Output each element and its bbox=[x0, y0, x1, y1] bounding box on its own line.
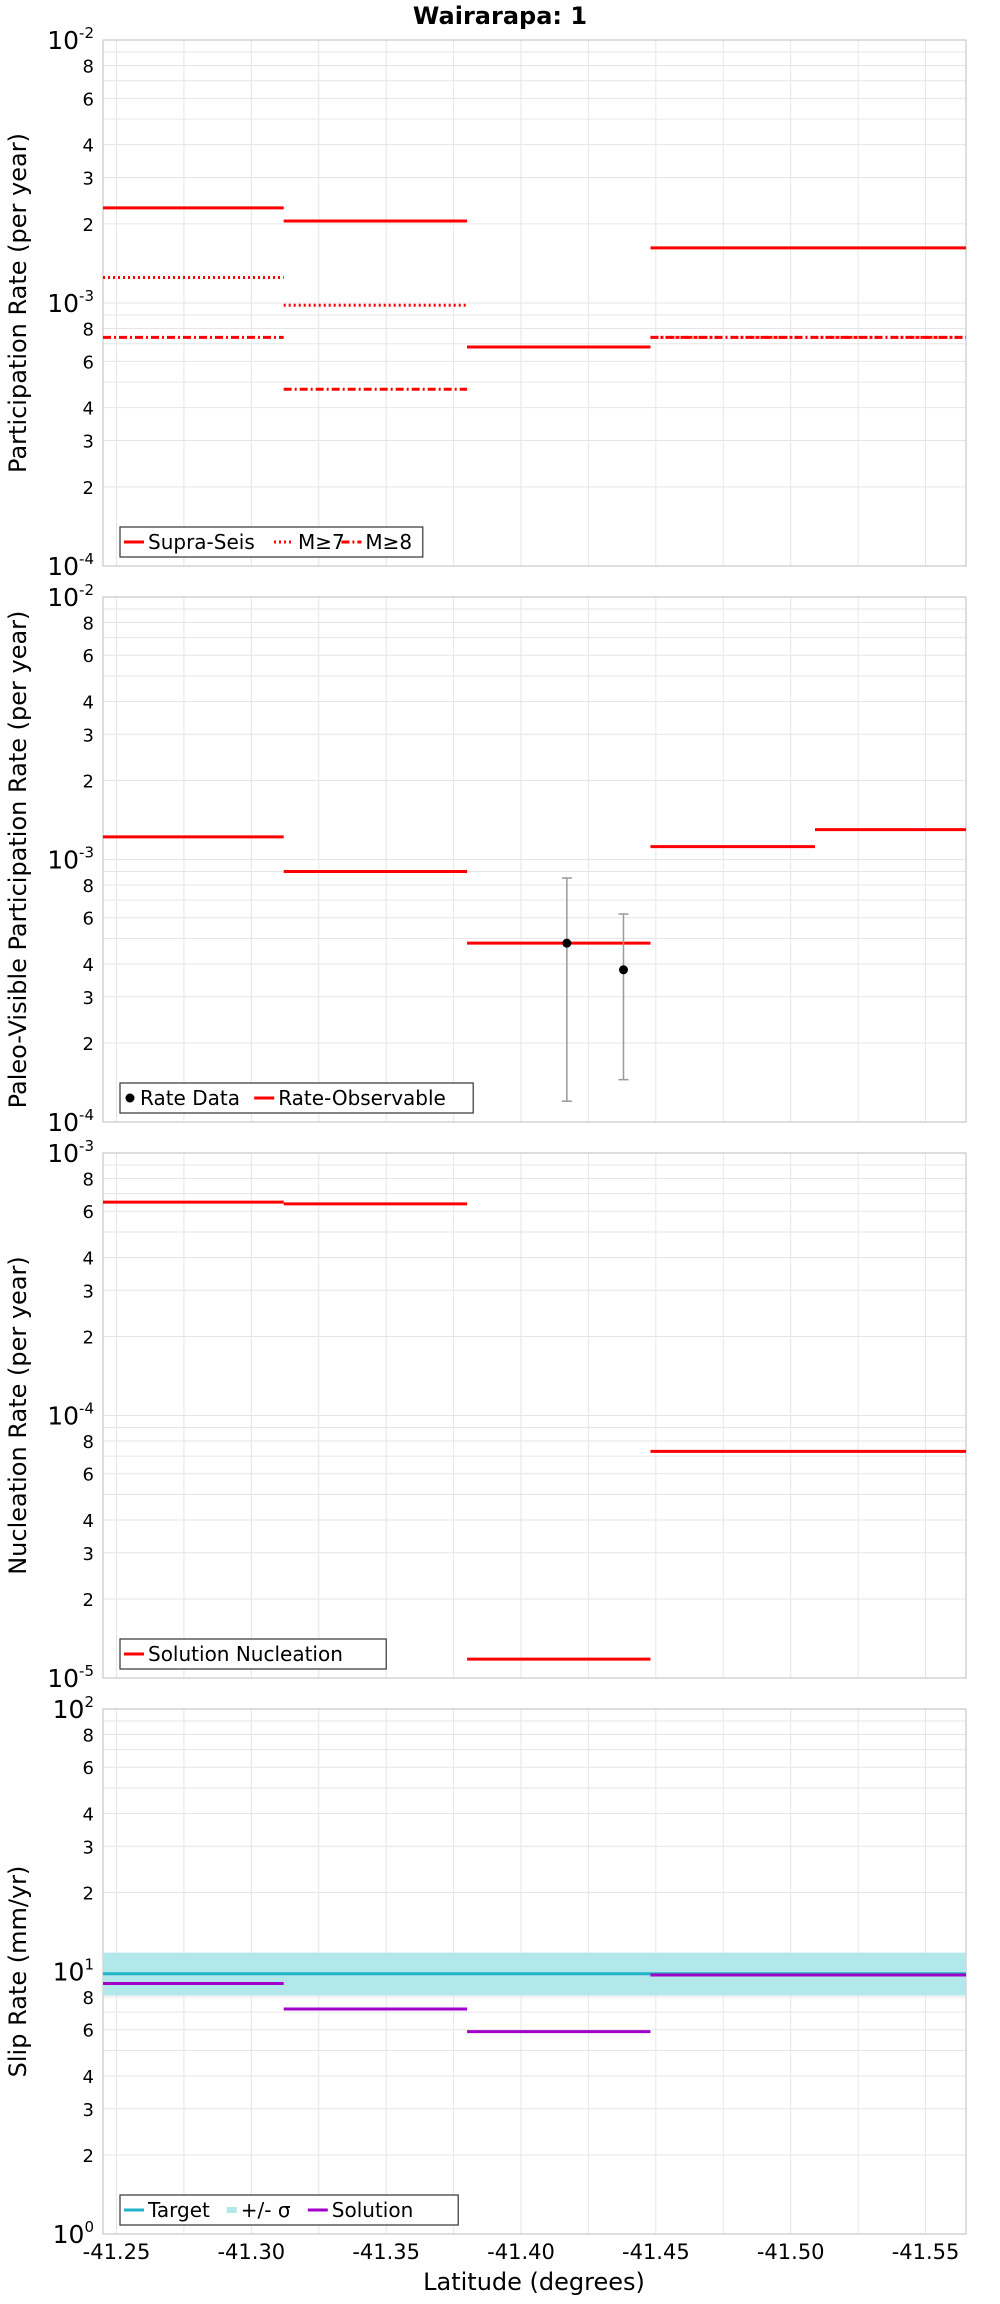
y-tick-label: 4 bbox=[83, 692, 94, 713]
y-tick-label: 2 bbox=[83, 1034, 94, 1055]
legend: Solution Nucleation bbox=[119, 1638, 387, 1670]
y-tick-label: 10-5 bbox=[47, 1662, 94, 1693]
chart-title: Wairarapa: 1 bbox=[413, 2, 587, 30]
y-tick-label: 4 bbox=[83, 399, 94, 420]
y-tick-label: 4 bbox=[83, 1804, 94, 1825]
x-tick-label: -41.30 bbox=[217, 2240, 285, 2264]
legend-label: Supra-Seis bbox=[148, 530, 255, 554]
plot-frame bbox=[102, 39, 967, 567]
legend-label: M≥7 bbox=[298, 530, 345, 554]
legend-box bbox=[119, 2194, 459, 2226]
legend: Supra-Seis M≥7 M≥8 bbox=[119, 526, 424, 558]
legend-label: Solution Nucleation bbox=[148, 1642, 343, 1666]
y-tick-label: 2 bbox=[83, 1327, 94, 1348]
legend-label: Solution bbox=[332, 2198, 413, 2222]
y-tick-label: 3 bbox=[83, 1281, 94, 1302]
y-tick-label: 2 bbox=[83, 1590, 94, 1611]
y-tick-label: 4 bbox=[83, 136, 94, 157]
y-tick-label: 4 bbox=[83, 1511, 94, 1532]
y-tick-label: 10-2 bbox=[47, 581, 94, 612]
y-tick-label: 6 bbox=[83, 2021, 94, 2042]
y-tick-label: 8 bbox=[83, 1988, 94, 2009]
x-tick-label: -41.35 bbox=[352, 2240, 420, 2264]
legend-label: Rate Data bbox=[140, 1086, 240, 1110]
y-tick-label: 6 bbox=[83, 352, 94, 373]
x-tick-label: -41.45 bbox=[622, 2240, 690, 2264]
y-tick-label: 4 bbox=[83, 1248, 94, 1269]
y-axis-label: Slip Rate (mm/yr) bbox=[4, 1866, 32, 2078]
y-tick-label: 10-2 bbox=[47, 24, 94, 55]
y-tick-label: 10-3 bbox=[47, 287, 94, 318]
y-tick-label: 10-4 bbox=[47, 550, 94, 581]
y-tick-label: 6 bbox=[83, 909, 94, 930]
y-tick-label: 2 bbox=[83, 215, 94, 236]
plot-frame bbox=[102, 596, 967, 1123]
y-tick-label: 2 bbox=[83, 1883, 94, 1904]
y-tick-label: 3 bbox=[83, 1837, 94, 1858]
legend-box bbox=[119, 1638, 387, 1670]
x-tick-label: -41.55 bbox=[892, 2240, 960, 2264]
y-tick-label: 8 bbox=[83, 1725, 94, 1746]
plot-frame bbox=[102, 1152, 967, 1679]
y-axis-label: Paleo-Visible Participation Rate (per ye… bbox=[4, 611, 32, 1109]
legend-label: Rate-Observable bbox=[278, 1086, 446, 1110]
legend: Rate Data Rate-Observable bbox=[119, 1082, 474, 1114]
legend-box bbox=[119, 526, 424, 558]
y-tick-label: 10-3 bbox=[47, 1137, 94, 1168]
y-tick-label: 3 bbox=[83, 725, 94, 746]
y-tick-label: 2 bbox=[83, 478, 94, 499]
y-tick-label: 8 bbox=[83, 876, 94, 897]
y-tick-label: 6 bbox=[83, 89, 94, 110]
y-tick-label: 101 bbox=[53, 1956, 94, 1987]
legend-label: M≥8 bbox=[365, 530, 412, 554]
y-tick-label: 10-4 bbox=[47, 1400, 94, 1431]
legend: Target +/- σ Solution bbox=[119, 2194, 459, 2226]
legend-box bbox=[119, 1082, 474, 1114]
legend-marker bbox=[125, 1093, 135, 1103]
y-tick-label: 8 bbox=[83, 1432, 94, 1453]
y-tick-label: 3 bbox=[83, 2100, 94, 2121]
x-axis-ticks: -41.25 -41.30 -41.35 -41.40 -41.45 -41.50 -41.… bbox=[83, 2240, 960, 2264]
y-tick-label: 4 bbox=[83, 955, 94, 976]
y-tick-label: 6 bbox=[83, 1202, 94, 1223]
x-tick-label: -41.40 bbox=[487, 2240, 555, 2264]
y-tick-label: 4 bbox=[83, 2067, 94, 2088]
y-tick-label: 3 bbox=[83, 169, 94, 190]
y-tick-label: 2 bbox=[83, 2146, 94, 2167]
y-tick-label: 2 bbox=[83, 771, 94, 792]
legend-label: Target bbox=[147, 2198, 210, 2222]
y-tick-label: 8 bbox=[83, 1169, 94, 1190]
y-tick-label: 3 bbox=[83, 1544, 94, 1565]
y-tick-label: 3 bbox=[83, 432, 94, 453]
y-tick-label: 6 bbox=[83, 646, 94, 667]
y-axis-label: Nucleation Rate (per year) bbox=[4, 1256, 32, 1575]
y-tick-label: 3 bbox=[83, 988, 94, 1009]
y-tick-label: 6 bbox=[83, 1758, 94, 1779]
data-point bbox=[562, 938, 572, 948]
y-tick-label: 6 bbox=[83, 1465, 94, 1486]
y-tick-label: 8 bbox=[83, 319, 94, 340]
y-tick-label: 102 bbox=[53, 1693, 94, 1724]
legend-label: +/- σ bbox=[241, 2198, 291, 2222]
data-point bbox=[618, 965, 628, 975]
y-tick-label: 8 bbox=[83, 56, 94, 77]
x-tick-label: -41.25 bbox=[83, 2240, 151, 2264]
x-axis-label: Latitude (degrees) bbox=[423, 2268, 645, 2296]
y-tick-label: 8 bbox=[83, 613, 94, 634]
x-tick-label: -41.50 bbox=[757, 2240, 825, 2264]
y-axis-label: Participation Rate (per year) bbox=[4, 133, 32, 473]
y-tick-label: 10-3 bbox=[47, 844, 94, 875]
y-tick-label: 10-4 bbox=[47, 1106, 94, 1137]
